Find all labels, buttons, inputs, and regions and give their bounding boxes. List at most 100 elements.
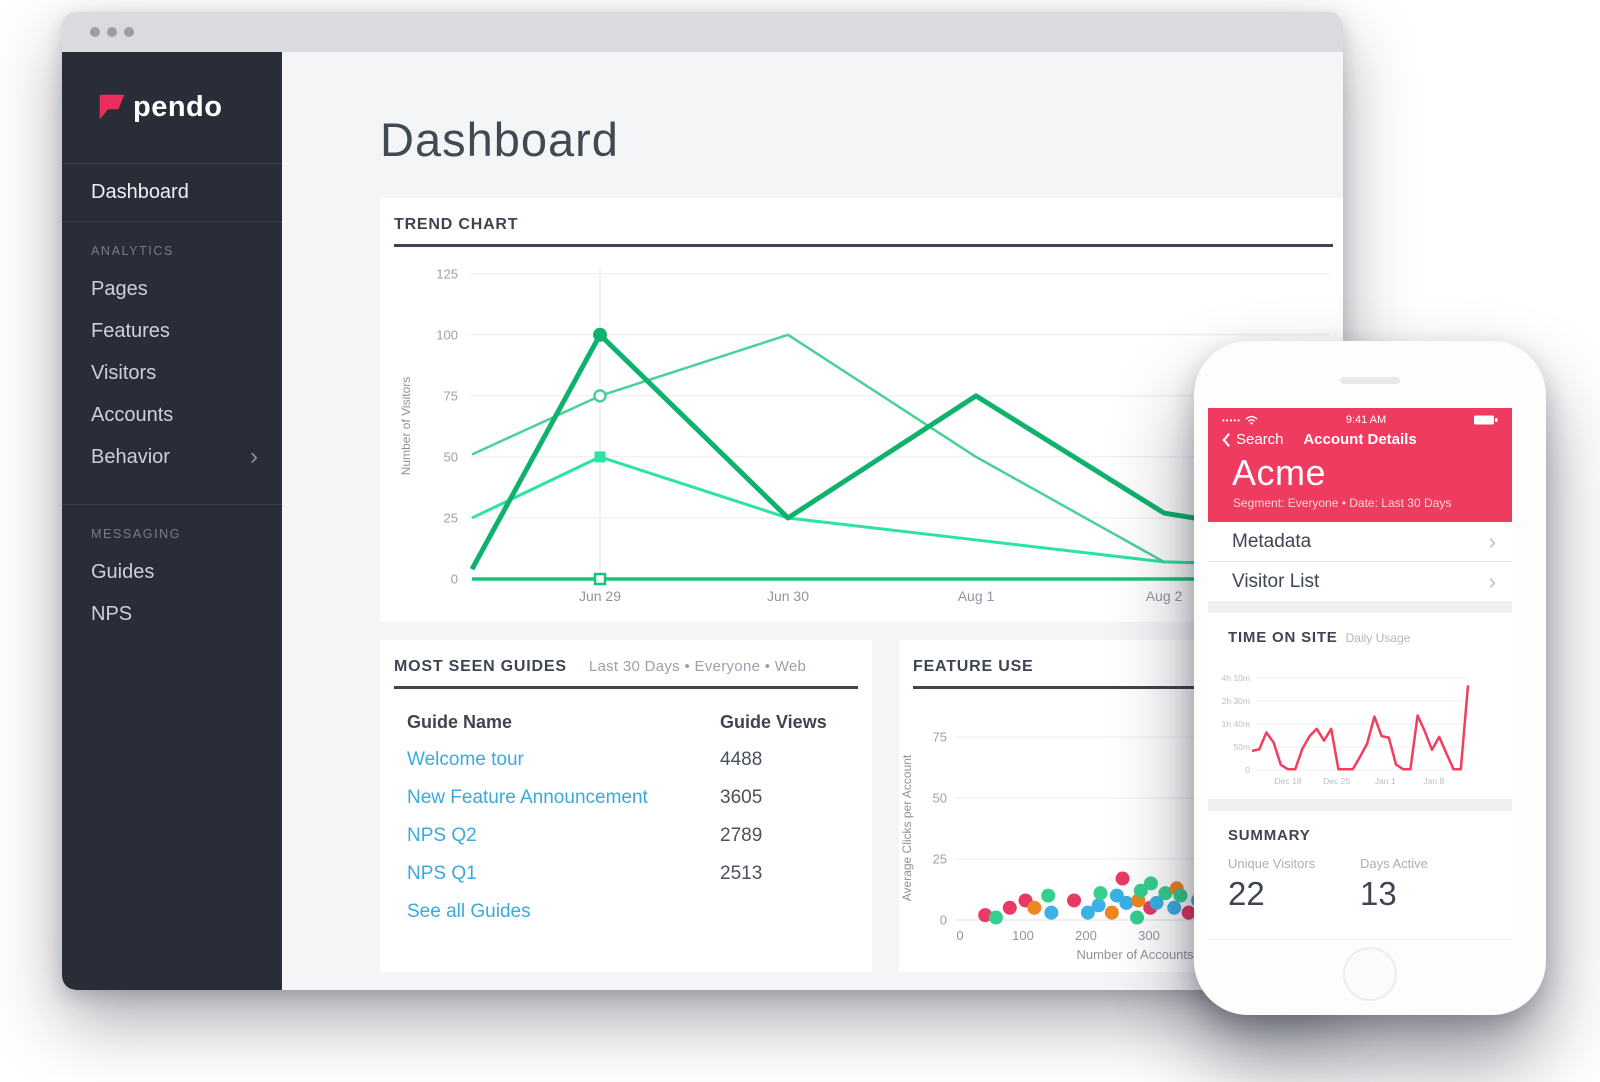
- stat-days-active: Days Active 13: [1360, 856, 1492, 913]
- svg-text:25: 25: [933, 852, 947, 867]
- time-on-site-subtitle: Daily Usage: [1345, 631, 1411, 645]
- sidebar-section: MESSAGING Guides NPS: [62, 504, 282, 649]
- window-control-icon[interactable]: [124, 27, 134, 37]
- guides-panel-title: MOST SEEN GUIDES: [394, 658, 567, 675]
- phone-speaker: [1340, 377, 1400, 384]
- sidebar-item-behavior[interactable]: Behavior ›: [62, 436, 282, 478]
- svg-text:75: 75: [444, 388, 458, 403]
- sidebar-item-features[interactable]: Features: [62, 310, 282, 352]
- svg-text:Jun 30: Jun 30: [767, 588, 809, 604]
- trend-chart-title: TREND CHART: [394, 216, 519, 233]
- sidebar-item-label: Behavior: [91, 446, 170, 468]
- back-label: Search: [1236, 431, 1284, 448]
- sidebar-item-label: Accounts: [91, 404, 174, 426]
- summary-stats: Unique Visitors 22 Days Active 13: [1208, 846, 1512, 913]
- pendo-flag-icon: [99, 94, 125, 120]
- guides-table-body: Welcome tour 4488 New Feature Announcement…: [407, 741, 858, 893]
- browser-window: pendo Dashboard ANALYTICS Pages Features Vi…: [62, 12, 1343, 990]
- home-button[interactable]: [1343, 947, 1397, 1001]
- window-control-icon[interactable]: [107, 27, 117, 37]
- sidebar-item-label: NPS: [91, 603, 133, 625]
- status-time: 9:41 AM: [1345, 414, 1387, 426]
- guide-views-value: 4488: [720, 749, 763, 770]
- svg-text:0: 0: [940, 913, 947, 928]
- menu-item-label: Metadata: [1232, 530, 1312, 552]
- sidebar-item-dashboard[interactable]: Dashboard: [62, 164, 282, 222]
- sidebar-sections: ANALYTICS Pages Features Visitors Accounts Be…: [62, 222, 282, 649]
- sidebar-item-guides[interactable]: Guides: [62, 551, 282, 593]
- feature-use-title: FEATURE USE: [913, 658, 1034, 675]
- browser-titlebar: [62, 12, 1343, 52]
- svg-text:Dec 25: Dec 25: [1323, 776, 1350, 786]
- sidebar-item-accounts[interactable]: Accounts: [62, 394, 282, 436]
- svg-text:0: 0: [451, 572, 458, 587]
- phone-mockup: ••••• 9:41 AM: [1194, 341, 1546, 1015]
- svg-text:Aug 1: Aug 1: [958, 588, 995, 604]
- guide-link[interactable]: New Feature Announcement: [407, 787, 648, 808]
- svg-text:4h 10m: 4h 10m: [1222, 673, 1250, 683]
- phone-nav-bar: Search Account Details: [1208, 431, 1512, 451]
- signal-dots-icon: •••••: [1222, 415, 1242, 425]
- pendo-logo: pendo: [62, 52, 282, 164]
- svg-text:50m: 50m: [1233, 742, 1250, 752]
- sidebar-item-label: Guides: [91, 561, 155, 583]
- guide-views-value: 3605: [720, 787, 763, 808]
- back-to-search-button[interactable]: Search: [1222, 431, 1284, 448]
- sidebar-item-visitors[interactable]: Visitors: [62, 352, 282, 394]
- chevron-left-icon: [1222, 432, 1230, 447]
- phone-screen: ••••• 9:41 AM: [1208, 408, 1512, 940]
- section-divider: [1208, 799, 1512, 811]
- sidebar-item-nps[interactable]: NPS: [62, 593, 282, 635]
- guide-views-value: 2789: [720, 825, 763, 846]
- stat-value: 13: [1360, 875, 1397, 912]
- guide-link[interactable]: Welcome tour: [407, 749, 524, 770]
- sidebar-section-label: ANALYTICS: [91, 244, 174, 258]
- svg-text:Dec 18: Dec 18: [1275, 776, 1302, 786]
- svg-text:100: 100: [436, 327, 458, 342]
- guides-table: Guide Name Guide Views Welcome tour 4488 N…: [380, 689, 872, 931]
- account-meta: Segment: Everyone • Date: Last 30 Days: [1233, 496, 1452, 510]
- sidebar: pendo Dashboard ANALYTICS Pages Features Vi…: [62, 52, 282, 990]
- table-row: NPS Q2 2789: [407, 817, 858, 855]
- svg-text:Jun 29: Jun 29: [579, 588, 621, 604]
- table-row: See all Guides: [407, 893, 858, 931]
- guides-col-name: Guide Name: [407, 711, 513, 732]
- section-divider: [1208, 601, 1512, 613]
- sidebar-item-label: Features: [91, 320, 170, 342]
- sidebar-section: ANALYTICS Pages Features Visitors Accounts Be…: [62, 222, 282, 492]
- sidebar-item-label: Pages: [91, 278, 148, 300]
- time-on-site-title: TIME ON SITE: [1228, 629, 1338, 646]
- sidebar-section-label: MESSAGING: [91, 527, 182, 541]
- guide-link[interactable]: NPS Q1: [407, 863, 477, 884]
- sidebar-item-pages[interactable]: Pages: [62, 268, 282, 310]
- stat-label: Days Active: [1360, 856, 1428, 871]
- see-all-guides-link[interactable]: See all Guides: [407, 901, 531, 922]
- phone-app-header: ••••• 9:41 AM: [1208, 408, 1512, 522]
- panel-title-rule: [394, 244, 1333, 247]
- panel-title-rule: [394, 686, 858, 689]
- svg-text:300: 300: [1138, 928, 1160, 943]
- svg-text:25: 25: [444, 510, 458, 525]
- svg-text:0: 0: [1245, 765, 1250, 775]
- svg-text:Average Clicks per Account: Average Clicks per Account: [900, 754, 914, 901]
- svg-text:125: 125: [436, 266, 458, 281]
- guide-link[interactable]: NPS Q2: [407, 825, 477, 846]
- time-on-site-chart: 4h 10m 2h 30m 1h 40m 50m 0 Dec 18 Dec 25 Jan 1 J…: [1222, 673, 1470, 786]
- svg-text:Number of Visitors: Number of Visitors: [399, 377, 413, 475]
- svg-text:2h 30m: 2h 30m: [1222, 696, 1250, 706]
- svg-text:Jan 8: Jan 8: [1423, 776, 1444, 786]
- time-on-site-card: TIME ON SITE Daily Usage 4h 10m 2h 30m 1h …: [1208, 613, 1512, 799]
- phone-status-bar: ••••• 9:41 AM: [1222, 413, 1498, 427]
- guides-panel-filters: Last 30 Days • Everyone • Web: [588, 658, 807, 675]
- summary-title: SUMMARY: [1228, 827, 1311, 844]
- guide-views-value: 2513: [720, 863, 763, 884]
- svg-text:0: 0: [956, 928, 963, 943]
- svg-text:100: 100: [1012, 928, 1034, 943]
- window-control-icon[interactable]: [90, 27, 100, 37]
- menu-item-metadata[interactable]: Metadata ›: [1208, 522, 1512, 561]
- menu-item-visitor-list[interactable]: Visitor List ›: [1208, 561, 1512, 601]
- table-row: Welcome tour 4488: [407, 741, 858, 779]
- page-title: Dashboard: [380, 113, 619, 166]
- table-row: New Feature Announcement 3605: [407, 779, 858, 817]
